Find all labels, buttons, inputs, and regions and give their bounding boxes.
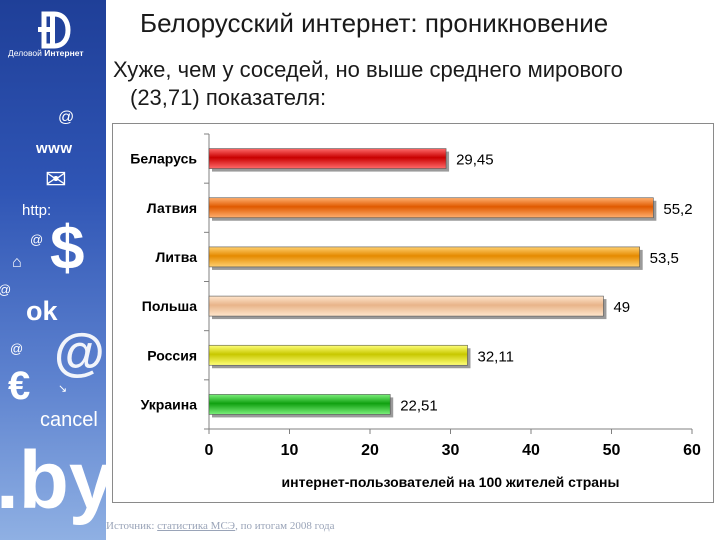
x-tick-label: 30 bbox=[442, 442, 460, 459]
category-label: Украина bbox=[141, 396, 198, 412]
bar-4 bbox=[208, 295, 604, 317]
x-tick-label: 20 bbox=[361, 442, 379, 459]
value-label: 29,45 bbox=[456, 152, 494, 169]
x-tick-label: 60 bbox=[683, 442, 701, 459]
http-icon: http: bbox=[22, 202, 52, 219]
at-sign-icon: @ bbox=[10, 341, 24, 356]
at-sign-icon: @ bbox=[30, 232, 44, 247]
x-tick-label: 50 bbox=[603, 442, 621, 459]
x-tick-label: 40 bbox=[522, 442, 540, 459]
by-domain-icon: .by bbox=[0, 435, 106, 526]
category-label: Беларусь bbox=[130, 151, 197, 167]
category-label: Литва bbox=[156, 249, 198, 265]
value-label: 22,51 bbox=[400, 397, 438, 414]
category-label: Польша bbox=[142, 298, 197, 314]
x-axis-title: интернет-пользователей на 100 жителей ст… bbox=[282, 474, 620, 490]
bar-2 bbox=[208, 197, 654, 219]
brand-side-panel: Деловой Интернет @ www ✉ http: @ $ ⌂ @ o… bbox=[0, 0, 106, 540]
logo-text: Деловой Интернет bbox=[8, 48, 84, 58]
slide-title: Белорусский интернет: проникновение bbox=[140, 8, 609, 38]
category-label: Россия bbox=[147, 347, 197, 363]
bar-5 bbox=[208, 344, 468, 366]
at-sign-icon: @ bbox=[58, 109, 75, 126]
value-label: 55,2 bbox=[663, 201, 692, 218]
delovoy-internet-logo-icon bbox=[38, 11, 71, 49]
x-tick-label: 10 bbox=[281, 442, 299, 459]
ok-icon: ok bbox=[26, 296, 58, 326]
source-note: Источник: статистика МСЭ, по итогам 2008… bbox=[106, 520, 335, 532]
bar-1 bbox=[208, 148, 447, 169]
bar-chart: 0 10 20 30 40 50 60 интернет-пользователей на 1… bbox=[112, 123, 714, 503]
cancel-icon: cancel bbox=[40, 409, 98, 431]
home-icon: ⌂ bbox=[12, 254, 22, 271]
dollar-icon: $ bbox=[50, 214, 85, 283]
euro-icon: € bbox=[8, 364, 31, 408]
subtitle-line-2: (23,71) показателя: bbox=[130, 85, 327, 110]
bar-3 bbox=[208, 246, 640, 268]
source-link[interactable]: статистика МСЭ bbox=[157, 520, 236, 532]
x-tick-label: 0 bbox=[205, 442, 214, 459]
value-label: 32,11 bbox=[477, 348, 513, 365]
large-at-sign-icon: @ bbox=[54, 324, 105, 382]
category-label: Латвия bbox=[147, 200, 197, 216]
bar-6 bbox=[208, 394, 391, 415]
slide-subtitle: Хуже, чем у соседей, но выше среднего ми… bbox=[113, 56, 713, 112]
at-sign-icon: @ bbox=[0, 283, 11, 296]
bar-chart-svg: 0 10 20 30 40 50 60 интернет-пользователей на 1… bbox=[130, 133, 701, 490]
envelope-icon: ✉ bbox=[45, 164, 67, 194]
subtitle-line-1: Хуже, чем у соседей, но выше среднего ми… bbox=[113, 57, 623, 82]
value-label: 49 bbox=[613, 299, 630, 316]
cursor-icon: ↘ bbox=[58, 383, 68, 395]
value-label: 53,5 bbox=[650, 250, 679, 267]
www-icon: www bbox=[36, 140, 73, 157]
